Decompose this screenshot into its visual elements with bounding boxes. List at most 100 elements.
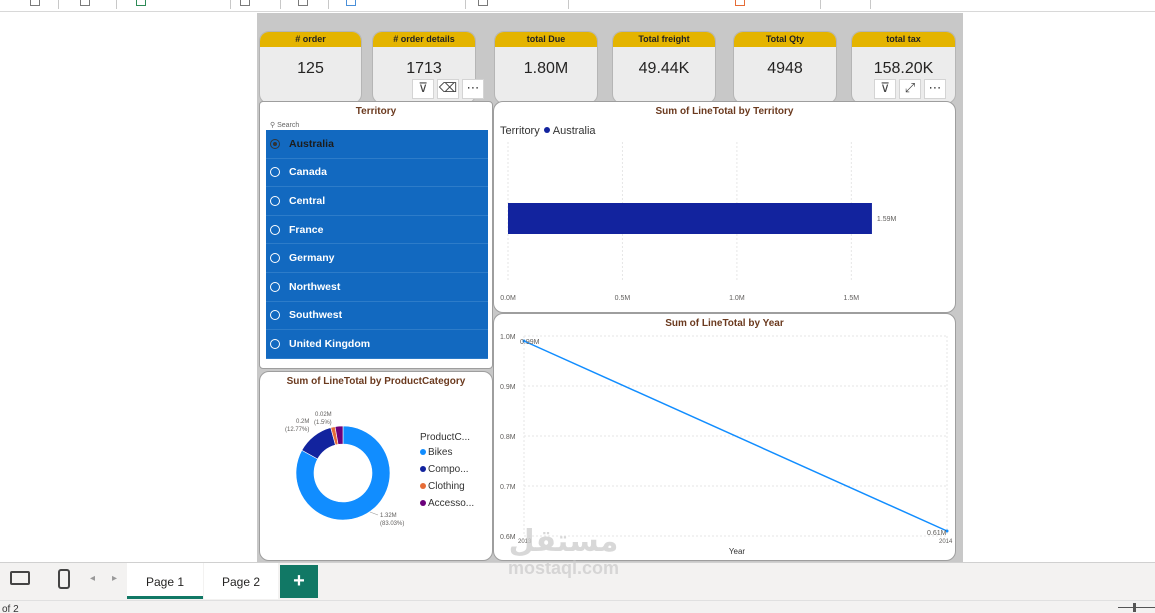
toolbar-icon-6[interactable]	[346, 0, 356, 6]
radio-selected-icon[interactable]	[270, 138, 280, 149]
donut-chart-title: Sum of LineTotal by ProductCategory	[286, 376, 466, 387]
eraser-icon[interactable]: ⌫	[437, 79, 459, 99]
kpi-card-total-freight[interactable]: Total freight 49.44K	[612, 31, 716, 104]
zoom-slider-handle[interactable]	[1133, 603, 1136, 612]
x-tick-label: 2014	[939, 539, 953, 545]
slicer-item-label: Australia	[289, 137, 334, 150]
slice-label: (12.77%)	[285, 427, 309, 433]
x-tick-label: 2013	[518, 539, 532, 545]
radio-icon[interactable]	[270, 167, 280, 178]
radio-icon[interactable]	[270, 310, 280, 321]
kpi-value: 158.20K	[873, 60, 934, 77]
slicer-item-northwest[interactable]: Northwest	[266, 273, 488, 302]
line-chart-plot: 1.0M 0.9M 0.8M 0.7M 0.6M 0.99M 0.61M 2013 2014 Ye…	[500, 334, 953, 556]
slice-label: 1.32M	[380, 513, 397, 519]
tab-page-2[interactable]: Page 2	[204, 563, 278, 599]
point-label: 0.99M	[520, 339, 540, 346]
legend-item-clothing[interactable]: Clothing	[420, 481, 474, 498]
slice-label: (1.5%)	[314, 420, 332, 426]
radio-icon[interactable]	[270, 281, 280, 292]
toolbar-icon-8[interactable]	[735, 0, 745, 6]
slicer-item-label: Northwest	[289, 280, 341, 293]
slice-label: (83.03%)	[380, 521, 404, 527]
legend-item-accessories[interactable]: Accesso...	[420, 498, 474, 515]
mobile-view-icon[interactable]	[58, 569, 70, 589]
radio-icon[interactable]	[270, 253, 280, 264]
donut-slice	[334, 425, 344, 445]
line-chart-title: Sum of LineTotal by Year	[665, 318, 784, 329]
bar-visual-header: ⊽ ⤢ ⋯	[874, 79, 946, 99]
slicer-item-label: France	[289, 223, 324, 236]
page-indicator: of 2	[2, 604, 19, 613]
toolbar-icon-4[interactable]	[240, 0, 250, 6]
kpi-label: Total Qty	[734, 32, 836, 47]
slicer-item-germany[interactable]: Germany	[266, 244, 488, 273]
add-page-button[interactable]: +	[280, 565, 318, 598]
kpi-label: # order	[260, 32, 361, 47]
slicer-item-australia[interactable]: Australia	[266, 130, 488, 159]
x-tick-label: 0.0M	[500, 295, 516, 302]
bar-data-label: 1.59M	[877, 216, 897, 223]
focus-mode-icon[interactable]: ⤢	[899, 79, 921, 99]
bar-chart-title: Sum of LineTotal by Territory	[655, 106, 794, 117]
slicer-item-southwest[interactable]: Southwest	[266, 302, 488, 331]
slice-label: 0.02M	[315, 412, 332, 418]
kpi-card-orders[interactable]: # order 125	[259, 31, 362, 104]
top-toolbar	[0, 0, 1155, 12]
kpi-label: # order details	[373, 32, 475, 47]
desktop-view-icon[interactable]	[10, 571, 30, 585]
toolbar-icon-2[interactable]	[80, 0, 90, 6]
bar-chart-panel[interactable]: Sum of LineTotal by Territory Territory A…	[493, 101, 956, 313]
watermark: مستقل mostaql.com	[508, 524, 620, 579]
filter-icon[interactable]: ⊽	[874, 79, 896, 99]
more-options-icon[interactable]: ⋯	[924, 79, 946, 99]
toolbar-icon-1[interactable]	[30, 0, 40, 6]
kpi-card-total-qty[interactable]: Total Qty 4948	[733, 31, 837, 104]
radio-icon[interactable]	[270, 338, 280, 349]
toolbar-icon-5[interactable]	[298, 0, 308, 6]
slicer-item-united-kingdom[interactable]: United Kingdom	[266, 330, 488, 359]
legend-item-bikes[interactable]: Bikes	[420, 447, 474, 464]
toolbar-icon-7[interactable]	[478, 0, 488, 6]
toolbar-icon-3[interactable]	[136, 0, 146, 6]
donut-chart-panel[interactable]: Sum of LineTotal by ProductCategory 1.32…	[259, 371, 493, 561]
page-tab-bar: ◂ ▸ Page 1 Page 2 +	[0, 562, 1155, 600]
territory-slicer[interactable]: Territory ⚲ Search Australia Canada Cent…	[259, 101, 493, 369]
kpi-value: 4948	[767, 60, 803, 77]
line-chart-panel[interactable]: Sum of LineTotal by Year 1.0M 0.9M 0.8M 0.7…	[493, 313, 956, 561]
x-tick-label: 0.5M	[615, 295, 631, 302]
y-tick-label: 0.7M	[500, 484, 516, 491]
slicer-item-france[interactable]: France	[266, 216, 488, 245]
slicer-list: Australia Canada Central France Germany …	[266, 130, 488, 359]
slicer-search[interactable]: ⚲ Search	[270, 121, 299, 129]
y-tick-label: 0.6M	[500, 534, 516, 541]
chevron-right-icon[interactable]: ▸	[112, 573, 118, 584]
chevron-left-icon[interactable]: ◂	[90, 573, 96, 584]
radio-icon[interactable]	[270, 224, 280, 235]
bar-chart-legend: Territory Australia	[500, 125, 596, 137]
slicer-search-placeholder: Search	[277, 122, 300, 129]
legend-item-components[interactable]: Compo...	[420, 464, 474, 481]
slicer-item-central[interactable]: Central	[266, 187, 488, 216]
filter-icon[interactable]: ⊽	[412, 79, 434, 99]
slicer-title: Territory	[355, 106, 397, 117]
legend-dot-icon	[420, 449, 426, 455]
zoom-slider[interactable]	[1118, 607, 1155, 608]
watermark-latin: mostaql.com	[508, 558, 620, 578]
tab-page-1[interactable]: Page 1	[127, 563, 203, 599]
slicer-item-label: Germany	[289, 252, 335, 265]
donut-legend-title: ProductC...	[420, 432, 471, 443]
point-label: 0.61M	[927, 530, 947, 537]
more-options-icon[interactable]: ⋯	[462, 79, 484, 99]
donut-legend: ProductC... Bikes Compo... Clothing Acce…	[420, 432, 474, 515]
legend-label: Bikes	[428, 447, 453, 458]
watermark-arabic: مستقل	[508, 524, 619, 559]
kpi-value: 1713	[406, 60, 442, 77]
legend-item: Australia	[552, 125, 596, 137]
y-tick-label: 0.9M	[500, 384, 516, 391]
slicer-item-canada[interactable]: Canada	[266, 159, 488, 188]
radio-icon[interactable]	[270, 195, 280, 206]
kpi-card-total-due[interactable]: total Due 1.80M	[494, 31, 598, 104]
legend-dot-icon	[420, 500, 426, 506]
data-point	[945, 529, 949, 533]
